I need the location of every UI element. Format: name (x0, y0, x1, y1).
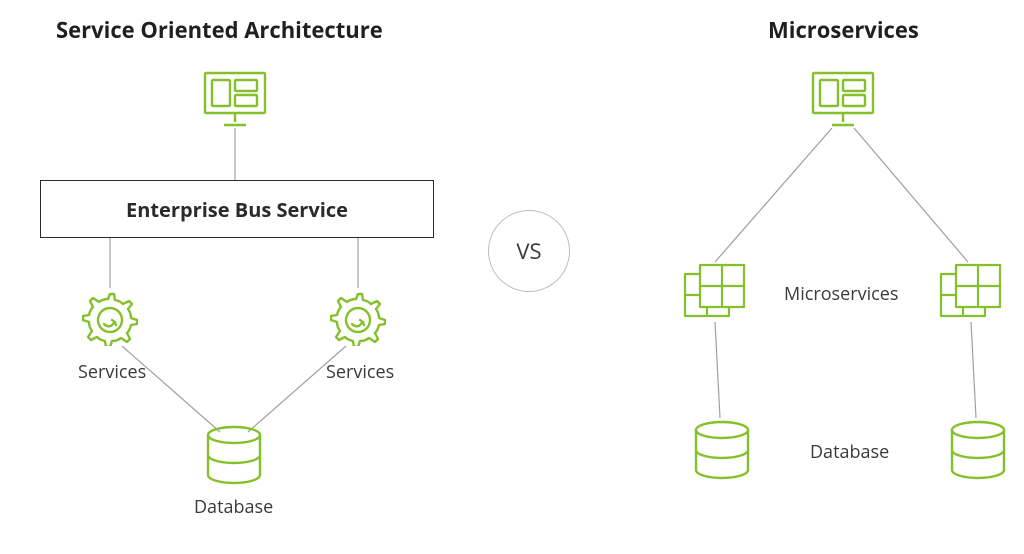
gear-icon (82, 290, 138, 346)
database-label-ms: Database (810, 440, 889, 464)
vs-badge: VS (488, 210, 570, 292)
enterprise-bus-label: Enterprise Bus Service (126, 196, 348, 223)
service-label-right: Services (326, 360, 394, 384)
soa-title: Service Oriented Architecture (56, 15, 383, 45)
diagram-canvas: Service Oriented Architecture Enterprise… (0, 0, 1024, 554)
microservices-label: Microservices (784, 282, 898, 306)
monitor-icon (810, 70, 876, 128)
service-label-left: Services (78, 360, 146, 384)
microservice-icon (682, 262, 748, 320)
database-icon (202, 425, 266, 485)
database-icon (690, 420, 754, 480)
database-label-soa: Database (194, 495, 273, 519)
microservice-icon (938, 262, 1004, 320)
database-icon (946, 420, 1010, 480)
vs-label: VS (516, 236, 541, 266)
microservices-title: Microservices (768, 15, 919, 45)
enterprise-bus-box: Enterprise Bus Service (40, 180, 434, 238)
gear-icon (330, 290, 386, 346)
monitor-icon (202, 70, 268, 128)
